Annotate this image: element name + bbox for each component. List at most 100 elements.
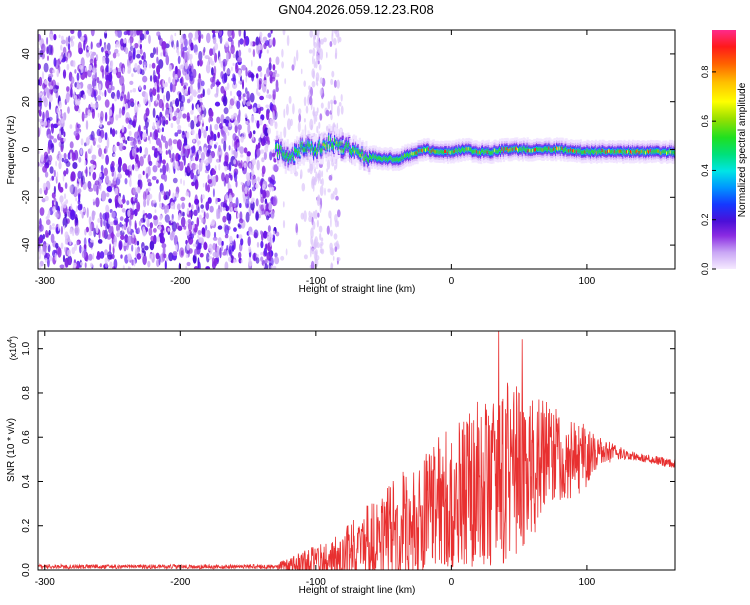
noise-cell [165, 120, 168, 125]
noise-cell [212, 257, 215, 264]
noise-cell [216, 208, 219, 219]
streak-cell [326, 110, 330, 117]
noise-cell-faint [88, 65, 92, 71]
noise-cell-faint [245, 76, 247, 83]
noise-cell [97, 77, 100, 83]
noise-cell [140, 133, 142, 140]
noise-cell [132, 164, 134, 170]
noise-cell [248, 236, 251, 246]
noise-cell [247, 123, 250, 134]
noise-cell-faint [39, 40, 41, 45]
noise-cell [125, 47, 128, 54]
noise-cell [58, 162, 61, 170]
noise-cell [166, 163, 169, 172]
noise-cell [276, 86, 279, 92]
noise-cell [64, 247, 66, 253]
streak-cell [334, 233, 338, 239]
noise-cell [142, 248, 145, 253]
noise-cell-faint [138, 40, 140, 46]
noise-cell-faint [214, 43, 218, 50]
noise-cell-faint [144, 65, 146, 72]
noise-cell-faint [90, 263, 93, 268]
noise-cell-faint [249, 163, 251, 169]
noise-cell [156, 47, 158, 56]
noise-cell [143, 154, 146, 158]
noise-cell-faint [168, 167, 170, 173]
noise-cell [86, 120, 88, 130]
noise-cell [173, 251, 178, 256]
noise-cell [253, 253, 256, 261]
noise-cell-faint [180, 178, 182, 184]
noise-cell-faint [42, 71, 44, 79]
streak-cell [331, 71, 334, 78]
noise-cell-faint [98, 136, 102, 143]
noise-cell-faint [241, 259, 243, 263]
noise-cell-faint [190, 149, 192, 156]
streak-cell [331, 263, 333, 268]
noise-cell [107, 251, 112, 259]
noise-cell-faint [241, 182, 244, 185]
noise-cell-faint [90, 51, 92, 54]
streak-cell [309, 49, 313, 53]
noise-cell [98, 239, 103, 244]
noise-cell [42, 166, 47, 173]
streak-cell [301, 69, 303, 75]
noise-cell [207, 184, 210, 192]
noise-cell-faint [251, 115, 255, 123]
noise-cell [120, 96, 123, 102]
noise-cell-faint [133, 259, 135, 267]
noise-cell [264, 248, 267, 257]
noise-cell-faint [40, 122, 44, 125]
noise-cell-faint [184, 146, 187, 149]
noise-cell-faint [130, 164, 132, 168]
noise-cell [44, 63, 49, 73]
noise-cell-faint [187, 208, 189, 215]
streak-cell [330, 230, 333, 237]
noise-cell-faint [271, 234, 273, 238]
noise-cell [77, 241, 79, 245]
noise-cell-faint [86, 137, 89, 144]
noise-cell [265, 259, 268, 264]
noise-cell [190, 120, 194, 130]
noise-cell-faint [230, 91, 232, 96]
noise-cell-faint [70, 124, 73, 129]
noise-cell [256, 37, 260, 46]
noise-cell-faint [179, 65, 181, 70]
noise-cell [253, 49, 255, 57]
noise-cell [48, 45, 53, 56]
noise-cell-faint [109, 65, 112, 72]
noise-cell-faint [203, 183, 205, 188]
noise-cell-faint [86, 52, 89, 58]
noise-cell [243, 98, 246, 105]
noise-cell [153, 215, 158, 220]
streak-cell [303, 210, 307, 222]
noise-cell-faint [115, 114, 118, 120]
noise-cell-faint [39, 93, 43, 96]
streak-cell [304, 118, 306, 122]
noise-cell [190, 71, 194, 81]
noise-cell [114, 259, 118, 270]
noise-cell-faint [81, 248, 83, 252]
streak-cell [319, 226, 323, 233]
streak-cell [317, 196, 320, 207]
noise-cell-faint [135, 100, 137, 106]
noise-cell-faint [266, 144, 268, 148]
noise-cell-faint [40, 126, 42, 132]
noise-cell [237, 234, 239, 238]
noise-cell [157, 120, 160, 130]
noise-cell-faint [173, 44, 175, 49]
noise-cell [239, 218, 244, 223]
streak-cell [341, 94, 343, 102]
noise-cell-faint [274, 121, 277, 129]
noise-cell [78, 157, 81, 163]
noise-cell [187, 99, 190, 104]
noise-cell-faint [248, 172, 250, 180]
noise-cell-faint [231, 115, 234, 121]
noise-cell-faint [61, 36, 64, 41]
noise-cell-faint [238, 70, 241, 78]
noise-cell-faint [64, 193, 66, 199]
noise-cell-faint [77, 99, 80, 106]
noise-cell-faint [145, 92, 148, 99]
noise-cell [74, 226, 79, 236]
noise-cell [128, 51, 132, 61]
